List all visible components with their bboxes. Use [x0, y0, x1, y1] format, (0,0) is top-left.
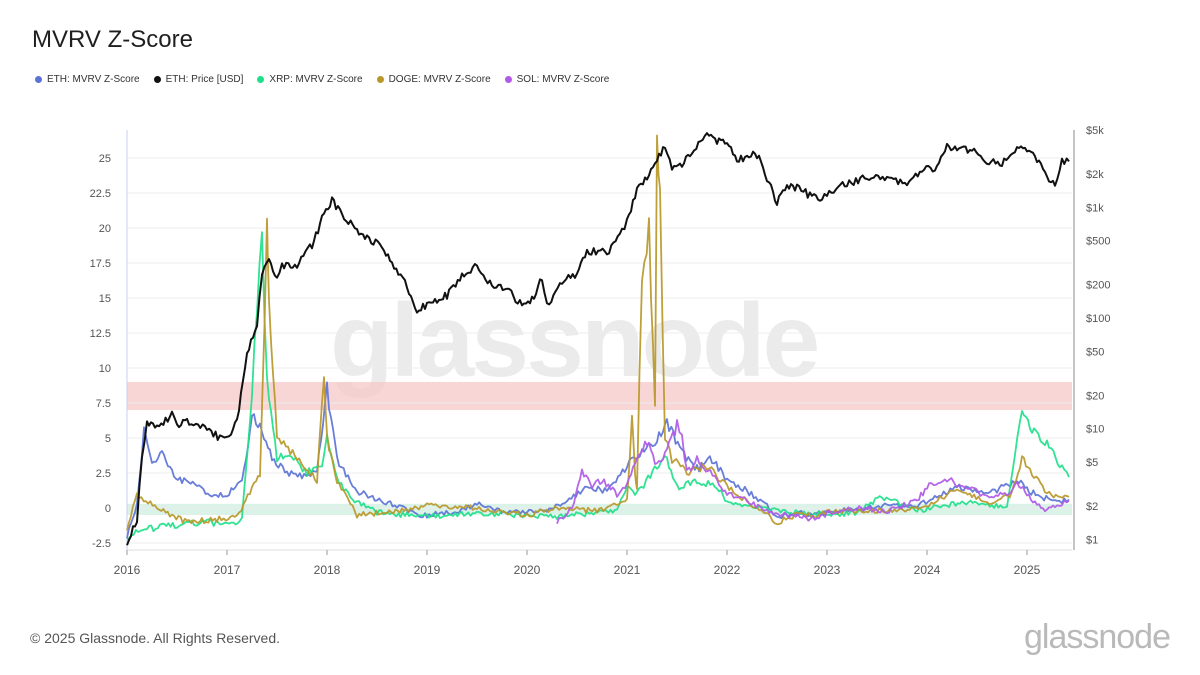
brand-logo-text: glassnode [1023, 618, 1171, 656]
y-tick-label: 17.5 [90, 258, 111, 270]
y-tick-label: 10 [99, 363, 111, 375]
y-tick-label: 0 [105, 503, 111, 515]
y2-tick-label: $2 [1086, 501, 1098, 513]
legend-dot-icon [504, 76, 512, 83]
y-tick-label: 5 [105, 433, 111, 445]
legend-label: ETH: Price [USD] [165, 74, 244, 85]
legend-label: ETH: MVRV Z-Score [47, 74, 140, 85]
x-tick-label: 2025 [1014, 563, 1041, 577]
legend-dot-icon [376, 76, 384, 83]
band-0 [127, 382, 1072, 410]
mvrv-chart: -2.5 0 2.5 5 7.5 10 12.5 15 17.5 20 22.5 25 $1 $2 $5 $1… [90, 125, 1111, 577]
legend-label: SOL: MVRV Z-Score [516, 74, 610, 85]
y-tick-label: 25 [99, 153, 111, 165]
y2-tick-label: $10 [1086, 424, 1104, 436]
legend-item[interactable]: ETH: Price [USD] [153, 74, 244, 85]
watermark: glassnode [330, 283, 820, 399]
legend-item[interactable]: SOL: MVRV Z-Score [504, 74, 610, 85]
legend-item[interactable]: XRP: MVRV Z-Score [257, 74, 363, 85]
series-line-eth-price-usd- [126, 132, 1070, 546]
x-tick-label: 2024 [914, 563, 941, 577]
x-tick-label: 2018 [314, 563, 341, 577]
legend-item[interactable]: DOGE: MVRV Z-Score [376, 74, 491, 85]
legend-label: DOGE: MVRV Z-Score [388, 74, 491, 85]
y-tick-label: -2.5 [92, 538, 111, 550]
chart-title: MVRV Z-Score [32, 26, 193, 53]
y-tick-label: 22.5 [90, 188, 111, 200]
y-tick-label: 7.5 [96, 398, 111, 410]
copyright-footer: © 2025 Glassnode. All Rights Reserved. [30, 630, 281, 646]
x-tick-label: 2020 [514, 563, 541, 577]
y-tick-label: 20 [99, 223, 111, 235]
x-tick-label: 2016 [114, 563, 141, 577]
y2-tick-label: $5 [1086, 457, 1098, 469]
y-tick-label: 2.5 [96, 468, 111, 480]
legend-dot-icon [35, 76, 42, 83]
x-tick-label: 2017 [214, 563, 241, 577]
chart-legend: ETH: MVRV Z-Score ETH: Price [USD] XRP: MV… [35, 74, 609, 85]
y-tick-label: 15 [99, 293, 111, 305]
x-tick-label: 2022 [714, 563, 741, 577]
y2-tick-label: $1 [1086, 534, 1098, 546]
y2-tick-label: $20 [1086, 390, 1104, 402]
series-line-doge-mvrv-z-score [126, 134, 1070, 531]
y2-tick-label: $500 [1086, 236, 1110, 248]
x-tick-label: 2021 [614, 563, 641, 577]
legend-dot-icon [257, 76, 265, 83]
x-tick-label: 2023 [814, 563, 841, 577]
y2-tick-label: $100 [1086, 313, 1110, 325]
legend-item[interactable]: ETH: MVRV Z-Score [35, 74, 140, 85]
y2-tick-label: $1k [1086, 202, 1104, 214]
series-line-sol-mvrv-z-score [556, 419, 1070, 525]
legend-label: XRP: MVRV Z-Score [269, 74, 363, 85]
y2-tick-label: $200 [1086, 280, 1110, 292]
x-tick-label: 2019 [414, 563, 441, 577]
y-tick-label: 12.5 [90, 328, 111, 340]
y2-tick-label: $50 [1086, 346, 1104, 358]
y2-tick-label: $2k [1086, 169, 1104, 181]
y2-tick-label: $5k [1086, 125, 1104, 137]
legend-dot-icon [153, 76, 161, 83]
